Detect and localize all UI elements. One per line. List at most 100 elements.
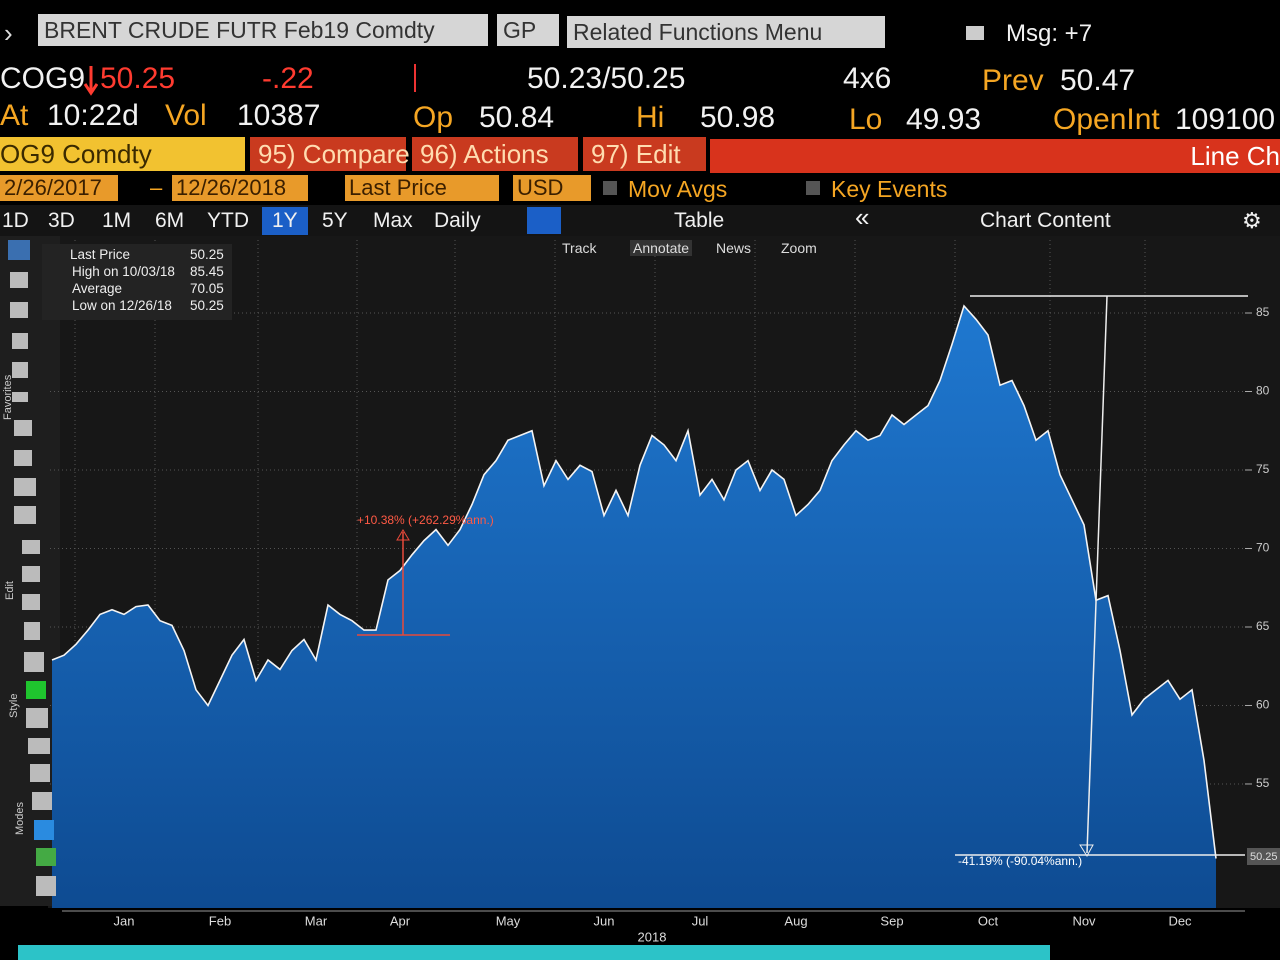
hi-label: Hi xyxy=(636,101,665,134)
chart-type[interactable]: Line Ch xyxy=(710,139,1280,173)
side-label: Edit xyxy=(4,581,16,600)
range-button[interactable]: 3D xyxy=(48,209,75,232)
annotation: +10.38% (+262.29%ann.) xyxy=(357,513,494,527)
x-tick-label: Oct xyxy=(978,913,999,928)
chart-content[interactable]: Chart Content xyxy=(980,209,1111,232)
mov-avgs[interactable]: Mov Avgs xyxy=(628,176,728,202)
compare-button[interactable]: 95) Compare xyxy=(250,137,410,171)
lo-label: Lo xyxy=(849,103,883,136)
x-tick-label: Mar xyxy=(305,913,328,928)
start-date[interactable]: 2/26/2017 xyxy=(0,175,118,201)
x-tick-label: Jun xyxy=(594,913,615,928)
legend: Last Price 50.25 High on 10/03/18 85.45 Aver… xyxy=(42,244,232,320)
lo: 49.93 xyxy=(906,103,982,136)
edit-button[interactable]: 97) Edit xyxy=(583,137,706,171)
legend-value: 70.05 xyxy=(190,281,224,296)
checkbox[interactable] xyxy=(603,181,617,195)
vol: 10387 xyxy=(237,99,321,132)
prev: 50.47 xyxy=(1060,64,1136,97)
x-axis-label: 2018 xyxy=(638,929,667,944)
table-button[interactable]: Table xyxy=(674,209,725,232)
chart-tool[interactable]: Zoom xyxy=(781,240,817,256)
legend-label: Average xyxy=(72,281,123,296)
ticker: COG9 xyxy=(0,62,86,95)
side-icons xyxy=(8,240,56,896)
nav-arrow[interactable]: › xyxy=(4,18,13,48)
y-tick-label: 70 xyxy=(1256,541,1270,555)
y-tick-label: 75 xyxy=(1256,462,1270,476)
security-tab[interactable]: OG9 Comdty xyxy=(0,137,245,171)
collapse[interactable]: « xyxy=(855,202,870,232)
oi-label: OpenInt xyxy=(1053,103,1160,136)
checkbox[interactable] xyxy=(806,181,820,195)
legend-label: Last Price xyxy=(70,247,131,262)
range-button[interactable]: 6M xyxy=(155,209,185,232)
last-label: 50.25 xyxy=(1250,851,1278,863)
y-tick-label: 80 xyxy=(1256,384,1270,398)
bid-ask: 50.23/50.25 xyxy=(527,62,686,95)
related-menu[interactable]: Related Functions Menu xyxy=(567,16,885,48)
open-interest: 109100 xyxy=(1175,103,1276,136)
prev-label: Prev xyxy=(982,64,1044,97)
size: 4x6 xyxy=(843,62,892,95)
chart-tool[interactable]: Track xyxy=(562,240,597,256)
field[interactable]: Last Price xyxy=(345,175,499,201)
range-button[interactable]: 5Y xyxy=(322,209,348,232)
chart-tool[interactable]: News xyxy=(716,240,752,256)
measure xyxy=(357,295,1248,857)
range-button[interactable]: YTD xyxy=(207,209,249,232)
last-price: 50.25 xyxy=(100,62,176,95)
range-button[interactable]: Max xyxy=(373,209,413,232)
y-tick-label: 60 xyxy=(1256,698,1270,712)
x-tick-label: Dec xyxy=(1168,913,1192,928)
y-tick-label: 65 xyxy=(1256,619,1270,633)
op-label: Op xyxy=(413,101,454,134)
line-icon[interactable] xyxy=(527,207,561,234)
vol-label: Vol xyxy=(165,99,207,132)
net-change: -.22 xyxy=(262,62,314,95)
range-button[interactable]: 1M xyxy=(102,209,132,232)
x-tick-label: Jul xyxy=(692,913,709,928)
security-field[interactable]: BRENT CRUDE FUTR Feb19 Comdty xyxy=(38,14,488,46)
side-label: Style xyxy=(8,694,20,718)
x-tick-label: Apr xyxy=(390,913,411,928)
msg[interactable]: Msg: +7 xyxy=(1006,20,1093,47)
annotation: -41.19% (-90.04%ann.) xyxy=(958,854,1082,868)
x-tick-label: Sep xyxy=(880,913,903,928)
op: 50.84 xyxy=(479,101,555,134)
range-button[interactable]: 1Y xyxy=(262,207,308,235)
time-label: At xyxy=(0,99,29,132)
legend-value: 85.45 xyxy=(190,264,224,279)
y-tick-label: 85 xyxy=(1256,305,1270,319)
x-tick-label: May xyxy=(496,913,521,928)
mail-icon[interactable] xyxy=(966,26,984,40)
last-label-box xyxy=(1247,848,1280,865)
currency[interactable]: USD xyxy=(513,175,591,201)
legend-label: High on 10/03/18 xyxy=(72,264,175,279)
end-date[interactable]: 12/26/2018 xyxy=(172,175,308,201)
period[interactable]: Daily xyxy=(434,209,481,232)
gear[interactable]: ⚙ xyxy=(1242,208,1262,233)
x-tick-label: Feb xyxy=(209,913,231,928)
function-field[interactable]: GP xyxy=(497,14,559,46)
dash: – xyxy=(150,175,163,200)
hi: 50.98 xyxy=(700,101,776,134)
x-tick-label: Jan xyxy=(114,913,135,928)
key-events[interactable]: Key Events xyxy=(831,176,948,202)
side-label: Favorites xyxy=(2,374,14,420)
area-fill xyxy=(52,305,1216,908)
side-label: Modes xyxy=(14,801,26,835)
spark xyxy=(414,64,430,92)
chart-tool[interactable]: Annotate xyxy=(630,240,693,256)
down-arrow xyxy=(84,66,98,96)
x-tick-label: Nov xyxy=(1072,913,1096,928)
actions-button[interactable]: 96) Actions xyxy=(412,137,578,171)
range-button[interactable]: 1D xyxy=(2,209,29,232)
range-bar xyxy=(0,205,1280,236)
time: 10:22d xyxy=(47,99,139,132)
legend-value: 50.25 xyxy=(190,247,224,262)
legend-value: 50.25 xyxy=(190,298,224,313)
bottom-bar xyxy=(18,945,1050,960)
price-line xyxy=(51,304,1217,859)
